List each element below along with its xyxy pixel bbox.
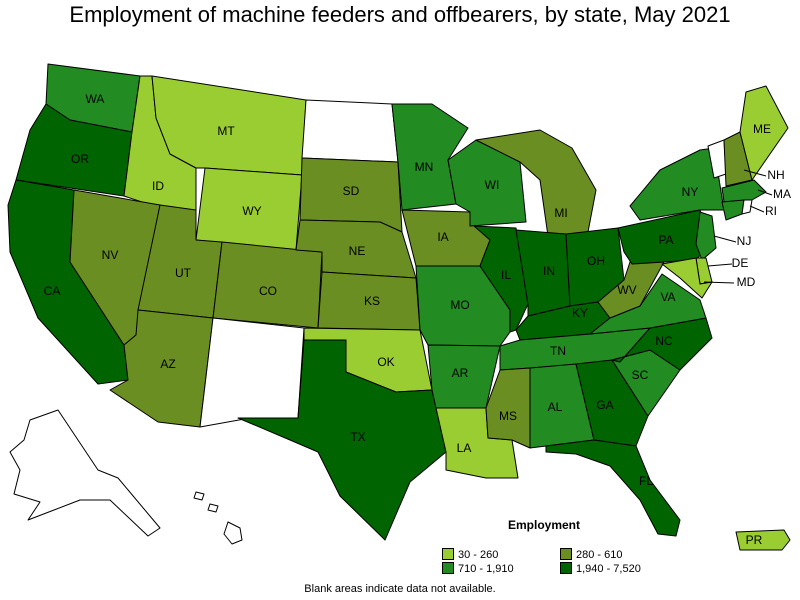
state-label-TX: TX [350, 430, 365, 444]
state-PR[interactable] [735, 529, 791, 551]
state-NY[interactable] [629, 147, 725, 221]
legend-label-3: 710 - 1,910 [458, 563, 514, 575]
state-label-MT: MT [217, 124, 235, 138]
legend-item-3: 710 - 1,910 [442, 562, 514, 575]
state-label-MA: MA [773, 187, 791, 201]
state-label-UT: UT [175, 266, 192, 280]
state-label-SD: SD [343, 184, 360, 198]
state-label-RI: RI [765, 204, 777, 218]
legend-label-1: 30 - 260 [458, 549, 499, 561]
state-CT[interactable] [721, 199, 745, 221]
state-label-TN: TN [550, 344, 566, 358]
legend-title: Employment [508, 518, 581, 532]
footnote: Blank areas indicate data not available. [304, 583, 496, 595]
state-NJ[interactable] [695, 211, 717, 261]
legend-swatch-3 [442, 562, 454, 574]
state-label-ID: ID [152, 179, 164, 193]
legend-label-4: 1,940 - 7,520 [576, 563, 641, 575]
state-label-ME: ME [753, 122, 771, 136]
state-label-OK: OK [377, 355, 394, 369]
state-label-IL: IL [501, 268, 511, 282]
state-label-WA: WA [86, 92, 105, 106]
state-label-NH: NH [767, 168, 784, 182]
state-label-AL: AL [548, 400, 563, 414]
legend-swatch-2 [560, 548, 572, 560]
legend-label-2: 280 - 610 [576, 549, 623, 561]
state-FL[interactable] [545, 439, 681, 537]
state-label-OR: OR [71, 152, 89, 166]
state-label-NE: NE [349, 244, 366, 258]
state-label-IA: IA [437, 230, 448, 244]
state-MA[interactable] [721, 179, 767, 203]
state-label-OH: OH [587, 254, 605, 268]
state-label-MO: MO [450, 298, 469, 312]
state-label-VA: VA [660, 290, 675, 304]
state-ND[interactable] [301, 99, 399, 163]
state-label-MI: MI [554, 206, 567, 220]
state-label-DE: DE [732, 256, 749, 270]
state-label-KS: KS [364, 294, 380, 308]
state-NM[interactable] [199, 317, 305, 428]
legend-item-4: 1,940 - 7,520 [560, 562, 641, 575]
state-TX[interactable] [237, 339, 447, 541]
state-label-LA: LA [457, 441, 472, 455]
state-label-NV: NV [102, 248, 119, 262]
state-label-MS: MS [499, 409, 517, 423]
callout-lines [703, 169, 773, 284]
state-label-CO: CO [259, 284, 277, 298]
legend-swatch-1 [442, 548, 454, 560]
state-label-KY: KY [572, 306, 588, 320]
state-label-GA: GA [596, 398, 613, 412]
state-label-WY: WY [242, 204, 261, 218]
state-label-PA: PA [658, 233, 673, 247]
state-label-MN: MN [415, 160, 434, 174]
state-label-WI: WI [485, 178, 500, 192]
us-state-map: WA OR CA ID MT WY NV UT AZ CO SD NE KS O… [7, 63, 791, 551]
state-label-PR: PR [746, 533, 763, 547]
map-title: Employment of machine feeders and offbea… [69, 2, 731, 27]
state-label-SC: SC [632, 368, 649, 382]
legend-item-2: 280 - 610 [560, 548, 622, 561]
state-label-NY: NY [682, 185, 699, 199]
legend-swatch-4 [560, 562, 572, 574]
state-label-CA: CA [44, 284, 61, 298]
state-label-NJ: NJ [737, 234, 752, 248]
state-RI[interactable] [741, 199, 753, 215]
state-label-AZ: AZ [160, 357, 175, 371]
state-label-MD: MD [737, 275, 756, 289]
state-label-AR: AR [452, 366, 469, 380]
state-label-WV: WV [617, 283, 636, 297]
state-GA[interactable] [575, 359, 649, 447]
state-AK[interactable] [9, 409, 161, 537]
state-HI-island-2 [193, 491, 205, 501]
legend-item-1: 30 - 260 [442, 548, 498, 561]
state-HI[interactable] [223, 521, 243, 545]
state-label-IN: IN [543, 264, 555, 278]
state-HI-island-3 [207, 503, 219, 513]
state-label-FL: FL [639, 474, 653, 488]
state-label-NC: NC [655, 334, 673, 348]
